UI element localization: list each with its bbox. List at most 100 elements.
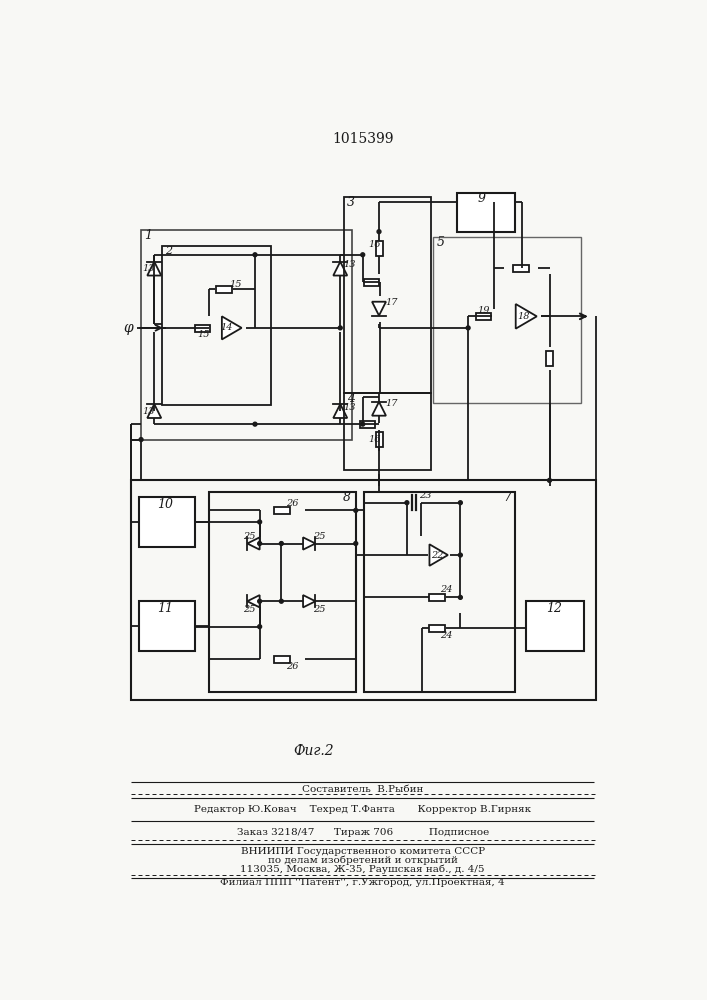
Text: 16: 16 [368, 240, 380, 249]
Text: 24: 24 [440, 585, 452, 594]
Circle shape [258, 599, 262, 603]
Text: 11: 11 [158, 602, 173, 615]
Circle shape [466, 326, 470, 330]
Bar [139, 601, 194, 651]
Bar [344, 197, 431, 393]
Circle shape [279, 542, 284, 545]
Circle shape [377, 230, 381, 234]
Circle shape [258, 542, 262, 545]
Circle shape [258, 520, 262, 524]
Text: 25: 25 [313, 532, 326, 541]
Bar [363, 492, 515, 692]
Polygon shape [429, 544, 448, 566]
Text: 9: 9 [477, 192, 486, 205]
Text: 19: 19 [477, 306, 490, 315]
Bar [513, 265, 529, 272]
Bar [360, 421, 375, 428]
Text: 3: 3 [347, 196, 355, 209]
Circle shape [458, 501, 462, 505]
Bar [344, 393, 431, 470]
Circle shape [253, 422, 257, 426]
Text: φ: φ [124, 321, 134, 335]
Circle shape [458, 553, 462, 557]
Text: 10: 10 [158, 498, 173, 512]
Text: 25: 25 [243, 532, 256, 541]
Text: 5: 5 [436, 236, 445, 249]
Text: 7: 7 [503, 491, 511, 504]
Text: Редактор Ю.Ковач    Техред Т.Фанта       Корректор В.Гирняк: Редактор Ю.Ковач Техред Т.Фанта Корректо… [194, 805, 531, 814]
Polygon shape [147, 404, 161, 418]
Text: ВНИИПИ Государственного комитета СССР: ВНИИПИ Государственного комитета СССР [240, 847, 485, 856]
Circle shape [458, 595, 462, 599]
Text: 23: 23 [419, 491, 432, 500]
Text: 13: 13 [344, 260, 356, 269]
Circle shape [139, 438, 143, 441]
Polygon shape [147, 262, 161, 276]
Text: 8: 8 [343, 491, 351, 504]
Polygon shape [372, 402, 386, 416]
Text: 17: 17 [385, 298, 398, 307]
Text: 13: 13 [344, 403, 356, 412]
Bar [433, 237, 580, 403]
Text: 2: 2 [165, 246, 173, 256]
Circle shape [279, 599, 284, 603]
Circle shape [339, 326, 342, 330]
Text: 24: 24 [440, 631, 452, 640]
Text: Составитель  В.Рыбин: Составитель В.Рыбин [302, 785, 423, 794]
Polygon shape [303, 595, 315, 607]
Text: 18: 18 [518, 312, 530, 321]
Bar [429, 594, 445, 601]
Bar [139, 497, 194, 547]
Text: 26: 26 [286, 499, 298, 508]
Text: 13: 13 [143, 407, 155, 416]
Bar [131, 480, 596, 700]
Polygon shape [333, 262, 347, 276]
Bar [209, 492, 356, 692]
Polygon shape [372, 302, 386, 316]
Text: 12: 12 [547, 602, 562, 615]
Text: 25: 25 [313, 605, 326, 614]
Text: Фиг.2: Фиг.2 [293, 744, 334, 758]
Text: 113035, Москва, Ж-35, Раушская наб., д. 4/5: 113035, Москва, Ж-35, Раушская наб., д. … [240, 864, 485, 874]
Circle shape [361, 422, 365, 426]
Text: по делам изобретений и открытий: по делам изобретений и открытий [268, 856, 457, 865]
Text: 26: 26 [286, 662, 298, 671]
Text: 14: 14 [220, 323, 233, 332]
Bar [216, 286, 232, 293]
Polygon shape [247, 537, 259, 550]
Circle shape [405, 501, 409, 505]
Polygon shape [515, 304, 537, 329]
Circle shape [547, 478, 551, 482]
Bar [476, 313, 491, 320]
Bar [194, 325, 210, 332]
Text: 1015399: 1015399 [332, 132, 394, 146]
Text: 16: 16 [368, 435, 380, 444]
Bar [162, 246, 271, 405]
Bar [141, 230, 352, 440]
Circle shape [253, 253, 257, 257]
Circle shape [361, 253, 365, 257]
Text: 13: 13 [143, 264, 155, 273]
Circle shape [258, 625, 262, 629]
Polygon shape [222, 316, 242, 339]
Bar [547, 351, 554, 366]
Bar [429, 625, 445, 632]
Bar [376, 241, 383, 256]
Bar [274, 656, 290, 663]
Polygon shape [303, 537, 315, 550]
Polygon shape [247, 595, 259, 607]
Text: Филиал ППП ''Патент'', г.Ужгород, ул.Проектная, 4: Филиал ППП ''Патент'', г.Ужгород, ул.Про… [221, 878, 505, 887]
Text: 15: 15 [197, 330, 209, 339]
Text: 25: 25 [243, 605, 256, 614]
Text: 1: 1 [144, 229, 152, 242]
Circle shape [354, 542, 358, 545]
Text: 4: 4 [347, 392, 355, 405]
Circle shape [354, 508, 358, 512]
Bar [376, 432, 383, 447]
Text: 22: 22 [431, 551, 443, 560]
Bar [526, 601, 585, 651]
Text: 15: 15 [230, 280, 242, 289]
Polygon shape [333, 404, 347, 418]
Bar [457, 193, 515, 232]
Text: Заказ 3218/47      Тираж 706           Подписное: Заказ 3218/47 Тираж 706 Подписное [237, 828, 489, 837]
